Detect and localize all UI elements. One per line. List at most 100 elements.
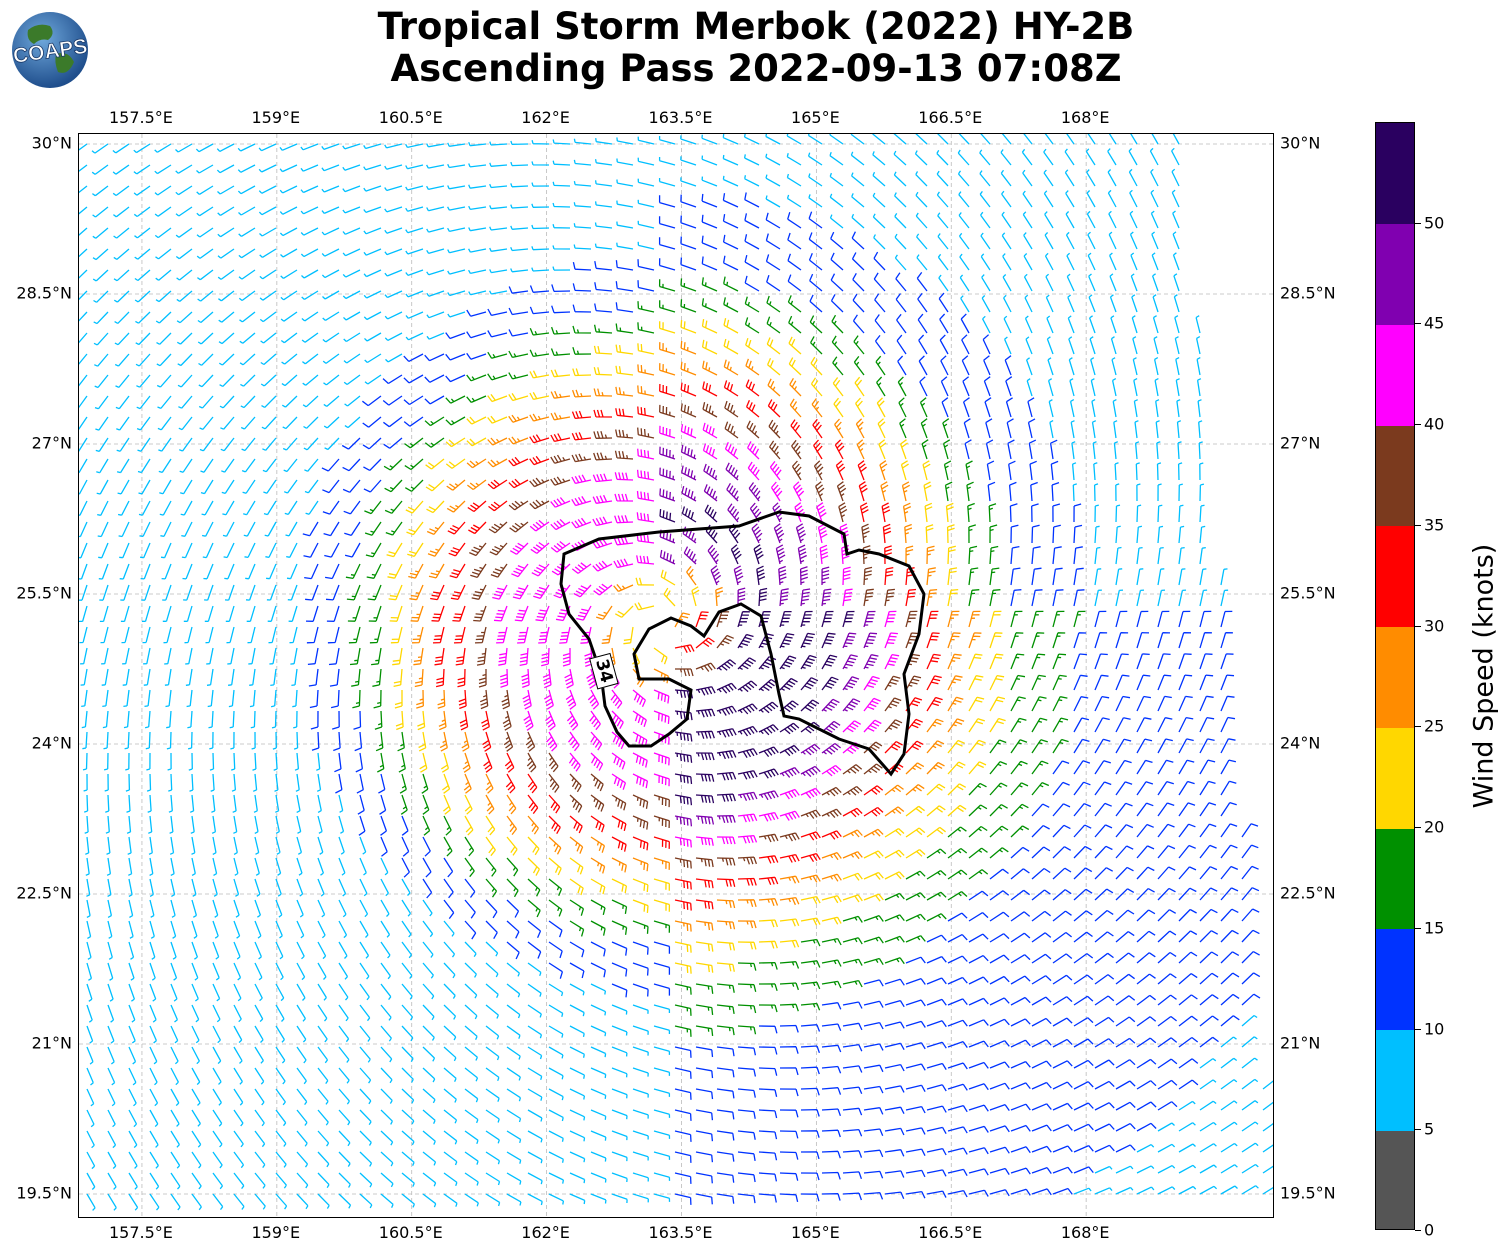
wind-barb (937, 253, 949, 271)
wind-barb (342, 143, 361, 150)
wind-barb (500, 668, 509, 688)
wind-barb (653, 920, 671, 933)
wind-barb (99, 605, 109, 623)
wind-barb (112, 185, 130, 197)
wind-barb (1065, 190, 1075, 208)
wind-barb (905, 1169, 926, 1178)
wind-barb (884, 1149, 905, 1157)
wind-barb (716, 1025, 735, 1036)
wind-barb (1157, 1058, 1178, 1069)
wind-barb (611, 1130, 628, 1141)
wind-barb (338, 1025, 350, 1043)
wind-barb (695, 794, 715, 804)
wind-barb (149, 857, 154, 876)
wind-barb (674, 1193, 692, 1205)
wind-barb (938, 274, 949, 292)
wind-barb (405, 206, 424, 212)
wind-barb (447, 142, 466, 147)
wind-barb (1153, 357, 1159, 376)
lat-tick-right: 19.5°N (1280, 1183, 1336, 1203)
wind-barb (1046, 315, 1054, 334)
wind-barb (264, 521, 277, 537)
wind-barb (737, 1193, 756, 1204)
wind-barb (359, 878, 368, 897)
wind-barb (1068, 336, 1075, 355)
wind-barb (529, 349, 550, 358)
wind-barb (426, 248, 445, 255)
wind-barb (342, 479, 361, 493)
wind-barb (527, 1130, 543, 1143)
wind-barb (779, 853, 800, 863)
wind-barb (957, 149, 970, 166)
wind-barb (343, 500, 361, 515)
wind-barb (758, 768, 779, 779)
wind-barb (821, 566, 830, 586)
wind-barb (221, 458, 235, 473)
wind-barb (291, 668, 298, 687)
wind-barb (884, 999, 905, 1008)
wind-barb (1220, 865, 1239, 880)
wind-barb (417, 710, 426, 731)
wind-barb (443, 1025, 457, 1041)
wind-barb (947, 783, 967, 796)
wind-barb (1094, 653, 1108, 670)
wind-barb (1094, 1038, 1115, 1048)
wind-barb (1027, 397, 1035, 418)
wind-barb (359, 1025, 371, 1042)
wind-barb (758, 1193, 777, 1203)
wind-barb (758, 678, 778, 692)
wind-barb (695, 983, 714, 994)
wind-barb (1010, 782, 1029, 796)
wind-barb (1241, 908, 1260, 922)
wind-barb (136, 416, 151, 431)
wind-barb (653, 1088, 671, 1097)
wind-barb (401, 1067, 414, 1083)
wind-barb (680, 156, 697, 166)
wind-barb (239, 353, 256, 366)
wind-barb (884, 653, 900, 670)
wind-barb (821, 1193, 841, 1201)
wind-barb (79, 206, 88, 215)
wind-barb (1091, 420, 1097, 439)
wind-barb (926, 1105, 947, 1113)
colorbar-tick-mark (1415, 524, 1421, 526)
wind-barb (422, 1172, 437, 1187)
wind-barb (93, 311, 109, 325)
wind-barb (779, 610, 792, 628)
wind-barb (1220, 1121, 1238, 1132)
wind-barb (275, 1130, 287, 1147)
wind-barb (743, 154, 760, 166)
wind-barb (863, 914, 884, 922)
wind-barb (674, 857, 692, 869)
wind-barb (569, 1109, 586, 1121)
wind-barb (1052, 1102, 1073, 1111)
wind-barb (538, 626, 550, 644)
wind-barb (1129, 231, 1138, 250)
wind-barb (296, 1088, 308, 1105)
wind-barb (125, 773, 131, 792)
wind-barb (611, 1067, 628, 1078)
wind-barb (611, 752, 626, 770)
wind-barb (962, 397, 970, 418)
wind-barb (86, 941, 92, 960)
wind-barb (593, 388, 613, 397)
wind-barb (321, 227, 340, 236)
wind-barb (926, 718, 944, 733)
wind-barb (632, 1088, 649, 1098)
wind-barb (338, 920, 348, 939)
wind-barb (876, 397, 886, 418)
wind-barb (960, 313, 970, 334)
wind-barb (317, 836, 324, 855)
wind-barb (1157, 589, 1166, 607)
wind-barb (258, 185, 277, 194)
wind-barb (302, 353, 319, 365)
wind-barb (584, 647, 593, 668)
wind-barb (79, 269, 88, 279)
wind-barb (680, 215, 697, 229)
wind-barb (479, 689, 489, 710)
wind-barb (177, 353, 193, 367)
wind-barb (1136, 1037, 1157, 1048)
wind-barb (758, 1025, 778, 1034)
wind-barb (519, 647, 529, 667)
wind-barb (205, 626, 214, 644)
